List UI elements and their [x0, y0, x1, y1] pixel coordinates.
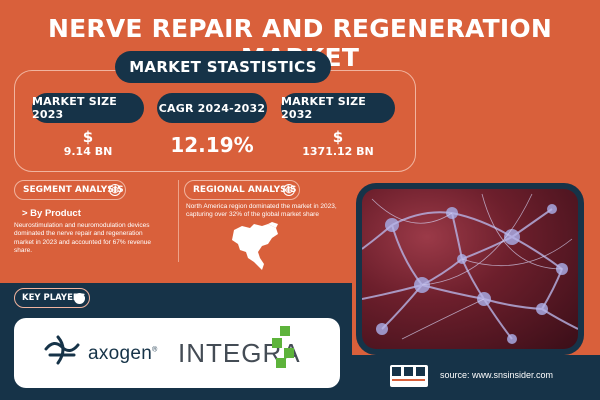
segment-analysis-heading: SEGMENT ANALYSIS — [14, 180, 126, 200]
market-size-2032-value: $ 1371.12 BN — [288, 129, 388, 159]
globe-icon — [283, 184, 295, 196]
currency-symbol: $ — [82, 128, 94, 146]
segment-analysis-label: SEGMENT ANALYSIS — [23, 185, 124, 195]
source-citation: source: www.snsinsider.com — [440, 370, 554, 380]
regional-analysis-heading: REGIONAL ANALYSIS — [184, 180, 300, 200]
north-america-map — [232, 222, 278, 270]
phone-icon — [74, 293, 85, 304]
section-divider — [178, 180, 179, 262]
cagr-label: CAGR 2024-2032 — [157, 93, 267, 123]
regional-analysis-label: REGIONAL ANALYSIS — [193, 185, 297, 195]
sns-insider-logo — [390, 365, 428, 387]
key-players-label: KEY PLAYERS — [22, 293, 86, 303]
cagr-value: 12.19% — [170, 133, 254, 157]
key-players-heading: KEY PLAYERS — [14, 288, 90, 308]
market-size-2023-value: $ 9.14 BN — [40, 129, 136, 159]
regional-analysis-text: North America region dominated the marke… — [186, 203, 337, 219]
neural-network-image — [362, 189, 578, 349]
axogen-logo-text: axogen® — [88, 343, 158, 364]
market-size-2032-label: MARKET SIZE 2032 — [281, 93, 395, 123]
axogen-logo-mark — [44, 335, 80, 365]
market-size-2023-label: MARKET SIZE 2023 — [32, 93, 144, 123]
axogen-wordmark: axogen — [88, 343, 153, 364]
neural-network-image-frame — [356, 183, 584, 355]
segment-analysis-text: Neurostimulation and neuromodulation dev… — [14, 222, 151, 254]
globe-icon — [109, 184, 121, 196]
market-size-2023-amount: 9.14 BN — [63, 145, 113, 158]
by-product-subheading: > By Product — [22, 208, 81, 219]
integra-logo-mark — [272, 326, 294, 368]
market-statistics-heading: MARKET STASTISTICS — [115, 51, 331, 83]
currency-symbol: $ — [332, 128, 344, 146]
market-size-2032-amount: 1371.12 BN — [302, 145, 374, 158]
